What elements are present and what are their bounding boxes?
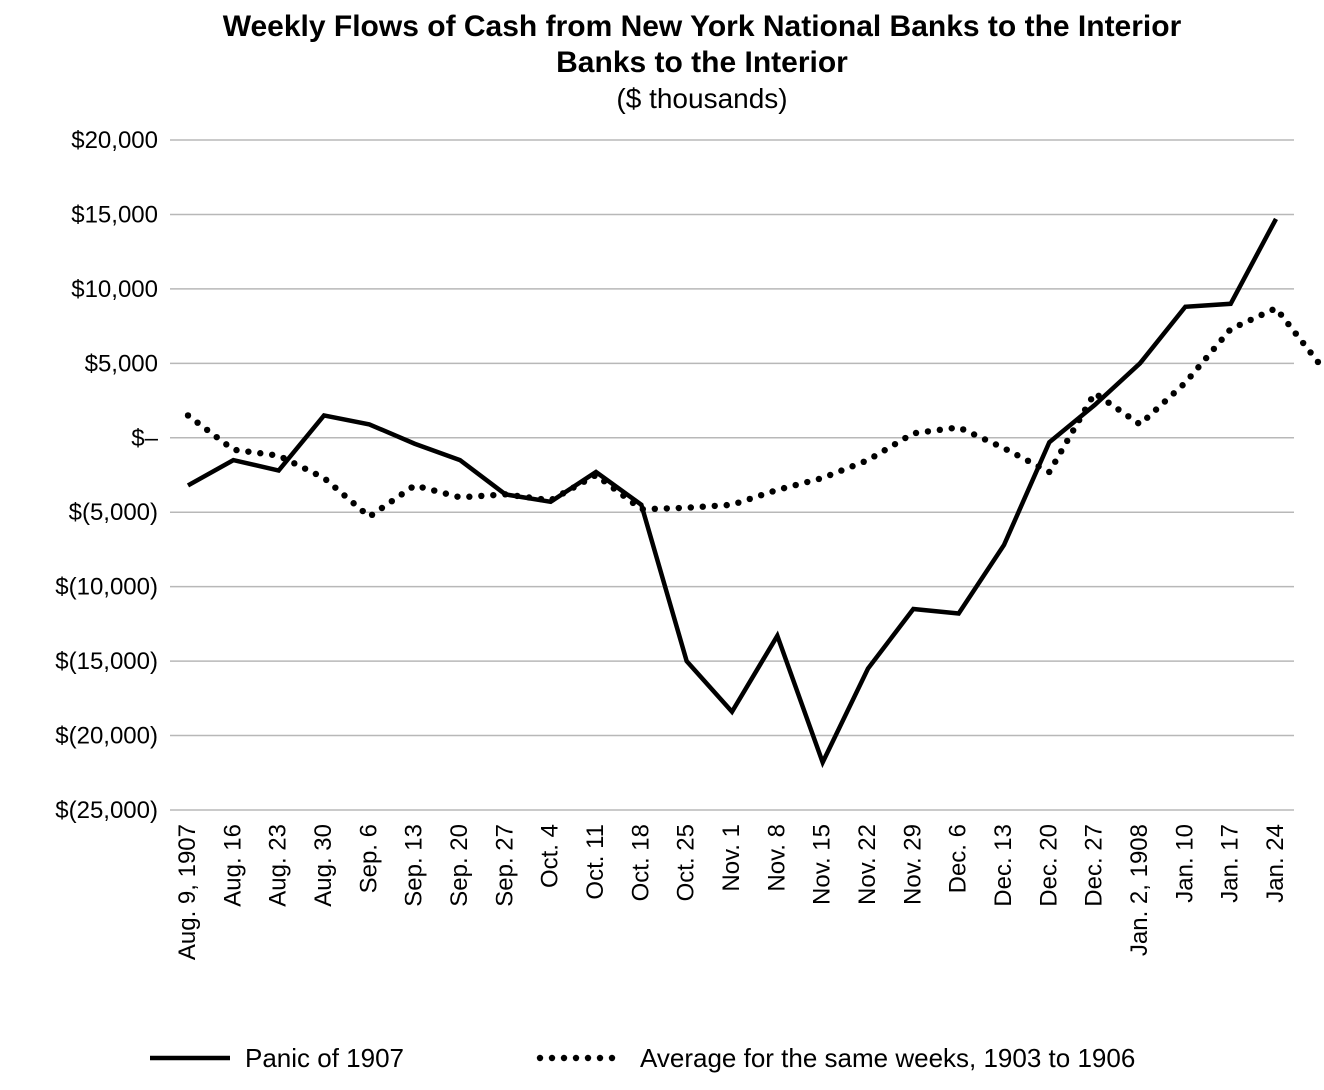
y-tick-label: $(5,000) [69,499,158,526]
svg-text:($ thousands): ($ thousands) [616,83,787,114]
x-tick-label: Aug. 30 [310,824,337,907]
x-tick-label: Oct. 25 [673,824,700,901]
y-tick-label: $(15,000) [55,648,158,675]
x-tick-label: Jan. 10 [1171,824,1198,903]
y-tick-label: $(10,000) [55,574,158,601]
y-tick-label: $5,000 [85,350,158,377]
x-tick-label: Nov. 1 [718,824,745,892]
x-tick-label: Aug. 23 [265,824,292,907]
x-tick-label: Nov. 29 [899,824,926,905]
cash-flow-line-chart: Weekly Flows of Cash from New York Natio… [0,0,1324,1090]
x-tick-label: Nov. 22 [854,824,881,905]
x-tick-label: Dec. 6 [945,824,972,893]
svg-text:Weekly Flows of Cash from New: Weekly Flows of Cash from New York Natio… [223,10,1182,43]
x-tick-label: Dec. 13 [990,824,1017,907]
x-tick-label: Aug. 9, 1907 [174,824,201,960]
y-tick-label: $(20,000) [55,723,158,750]
x-tick-label: Oct. 18 [627,824,654,901]
x-tick-label: Sep. 27 [491,824,518,907]
x-tick-label: Sep. 6 [355,824,382,893]
y-tick-label: $20,000 [71,127,158,154]
x-tick-label: Jan. 24 [1262,824,1289,903]
y-tick-label: $10,000 [71,276,158,303]
x-tick-label: Jan. 2, 1908 [1126,824,1153,956]
x-tick-label: Dec. 27 [1081,824,1108,907]
y-tick-label: $(25,000) [55,797,158,824]
chart-svg: Weekly Flows of Cash from New York Natio… [0,0,1324,1090]
legend-label-1: Average for the same weeks, 1903 to 1906 [640,1043,1135,1073]
svg-text:Banks to the Interior: Banks to the Interior [556,46,848,79]
x-tick-label: Oct. 11 [582,824,609,900]
x-tick-label: Dec. 20 [1035,824,1062,907]
x-tick-label: Nov. 8 [763,824,790,892]
x-tick-label: Nov. 15 [809,824,836,905]
x-tick-label: Aug. 16 [219,824,246,907]
x-tick-label: Oct. 4 [537,824,564,888]
y-tick-label: $15,000 [71,201,158,228]
legend-label-0: Panic of 1907 [245,1043,404,1073]
legend: Panic of 1907 Average for the same weeks,… [150,1043,1135,1073]
x-tick-label: Sep. 13 [401,824,428,907]
x-tick-label: Sep. 20 [446,824,473,907]
y-tick-label: $– [131,425,158,452]
x-tick-label: Jan. 17 [1217,824,1244,903]
